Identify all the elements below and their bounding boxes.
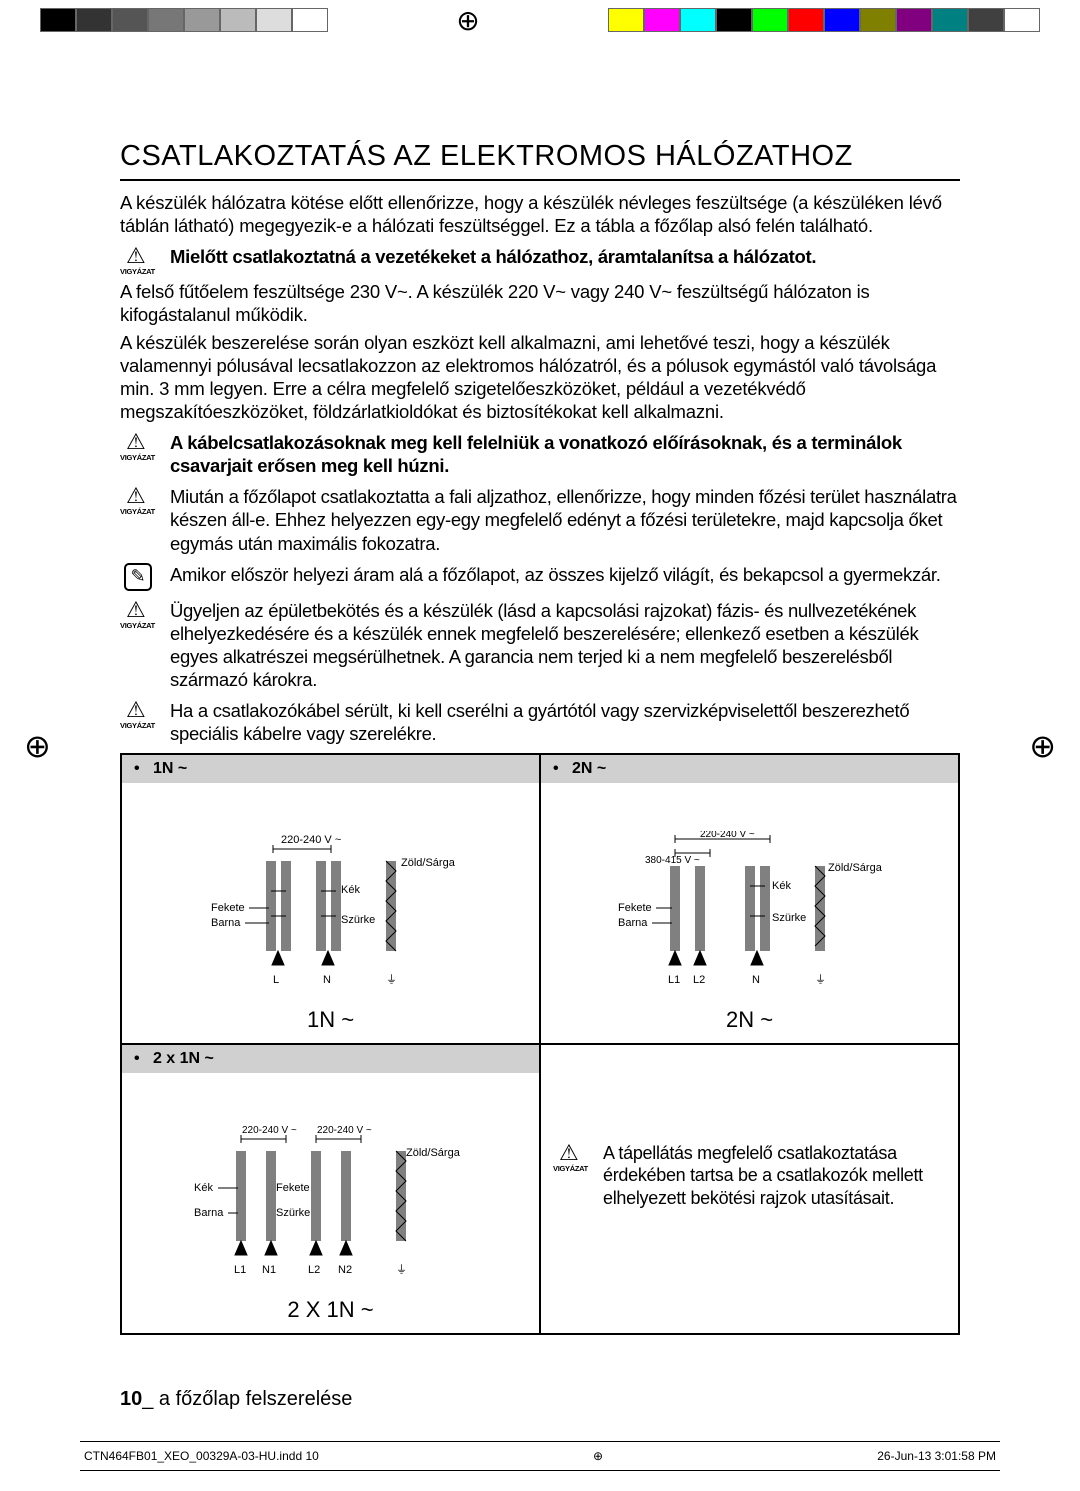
warning-2: ⚠VIGYÁZAT A kábelcsatlakozásoknak meg ke… <box>120 431 960 477</box>
warning-2-text: A kábelcsatlakozásoknak meg kell felelni… <box>170 431 960 477</box>
wiring-2n-svg: 220-240 V ~ 380-415 V ~ <box>600 831 900 1001</box>
note-1: ✎ Amikor először helyezi áram alá a főző… <box>120 563 960 591</box>
diagram-2-header: • 2N ~ <box>541 755 958 783</box>
para-3: A készülék beszerelése során olyan eszkö… <box>120 331 960 424</box>
svg-text:220-240 V ~: 220-240 V ~ <box>242 1125 297 1136</box>
para-2: A felső fűtőelem feszültsége 230 V~. A k… <box>120 280 960 326</box>
svg-text:Szürke: Szürke <box>341 914 375 926</box>
registration-mark-right: ⊕ <box>1029 727 1056 765</box>
diagram-3-header: • 2 x 1N ~ <box>122 1045 539 1073</box>
svg-text:Zöld/Sárga: Zöld/Sárga <box>828 862 883 874</box>
diagram-1-header: • 1N ~ <box>122 755 539 783</box>
svg-text:Fekete: Fekete <box>211 902 245 914</box>
svg-text:220-240 V ~: 220-240 V ~ <box>317 1125 372 1136</box>
svg-text:L2: L2 <box>308 1264 320 1276</box>
page-footer: 10_ a főzőlap felszerelése <box>120 1388 352 1411</box>
warning-icon: ⚠VIGYÁZAT <box>553 1142 603 1173</box>
note-1-text: Amikor először helyezi áram alá a főzőla… <box>170 563 960 586</box>
grid-note-text: A tápellátás megfelelő csatlakoztatása é… <box>603 1142 946 1210</box>
svg-text:220-240 V ~: 220-240 V ~ <box>281 834 341 846</box>
svg-text:N1: N1 <box>262 1264 276 1276</box>
svg-text:L2: L2 <box>693 974 705 986</box>
diagram-2n: 220-240 V ~ 380-415 V ~ <box>541 783 958 1043</box>
svg-text:⏚: ⏚ <box>396 1263 407 1276</box>
svg-text:Zöld/Sárga: Zöld/Sárga <box>401 857 456 869</box>
print-meta-bar: CTN464FB01_XEO_00329A-03-HU.indd 10 ⊕ 26… <box>80 1441 1000 1471</box>
swatches-right <box>608 8 1040 32</box>
svg-text:Fekete: Fekete <box>276 1182 310 1194</box>
warning-icon: ⚠VIGYÁZAT <box>120 431 170 462</box>
meta-filename: CTN464FB01_XEO_00329A-03-HU.indd 10 <box>84 1449 319 1463</box>
svg-text:380-415 V ~: 380-415 V ~ <box>645 855 700 866</box>
warning-1-text: Mielőtt csatlakoztatná a vezetékeket a h… <box>170 245 960 268</box>
swatches-left <box>40 8 328 32</box>
diagram-2-caption: 2N ~ <box>726 1007 773 1033</box>
page-number: 10 <box>120 1388 142 1410</box>
warning-icon: ⚠VIGYÁZAT <box>120 485 170 516</box>
svg-text:L1: L1 <box>234 1264 246 1276</box>
warning-3: ⚠VIGYÁZAT Miután a főzőlapot csatlakozta… <box>120 485 960 554</box>
diagram-3-caption: 2 X 1N ~ <box>287 1297 373 1323</box>
warning-1: ⚠VIGYÁZAT Mielőtt csatlakoztatná a vezet… <box>120 245 960 276</box>
page-content: CSATLAKOZTATÁS AZ ELEKTROMOS HÁLÓZATHOZ … <box>120 140 960 1335</box>
svg-text:Kék: Kék <box>194 1182 213 1194</box>
registration-mark-top: ⊕ <box>456 4 479 37</box>
svg-text:L1: L1 <box>668 974 680 986</box>
diagram-1n: 220-240 V ~ <box>122 783 539 1043</box>
warning-icon: ⚠VIGYÁZAT <box>120 599 170 630</box>
svg-text:L: L <box>273 974 279 986</box>
svg-text:N: N <box>323 974 331 986</box>
wiring-2x1n-svg: 220-240 V ~ 220-240 V ~ <box>176 1121 486 1291</box>
svg-text:N: N <box>752 974 760 986</box>
svg-text:Szürke: Szürke <box>276 1207 310 1219</box>
svg-text:⏚: ⏚ <box>386 973 397 986</box>
wiring-1n-svg: 220-240 V ~ <box>191 831 471 1001</box>
registration-mark-left: ⊕ <box>24 727 51 765</box>
svg-text:Kék: Kék <box>772 880 791 892</box>
registration-mark-bottom: ⊕ <box>593 1449 603 1463</box>
svg-text:Barna: Barna <box>211 917 241 929</box>
warning-icon: ⚠VIGYÁZAT <box>120 699 170 730</box>
svg-text:Kék: Kék <box>341 884 360 896</box>
svg-text:⏚: ⏚ <box>815 973 826 986</box>
warning-5-text: Ha a csatlakozókábel sérült, ki kell cse… <box>170 699 960 745</box>
svg-text:Barna: Barna <box>194 1207 224 1219</box>
page-title: CSATLAKOZTATÁS AZ ELEKTROMOS HÁLÓZATHOZ <box>120 140 960 181</box>
diagram-2x1n: 220-240 V ~ 220-240 V ~ <box>122 1073 539 1333</box>
wiring-diagram-grid: • 1N ~ 220-240 V ~ <box>120 753 960 1335</box>
diagram-1-caption: 1N ~ <box>307 1007 354 1033</box>
section-name: a főzőlap felszerelése <box>153 1388 352 1410</box>
svg-text:Szürke: Szürke <box>772 912 806 924</box>
svg-text:Zöld/Sárga: Zöld/Sárga <box>406 1147 461 1159</box>
svg-text:Fekete: Fekete <box>618 902 652 914</box>
svg-text:Barna: Barna <box>618 917 648 929</box>
warning-3-text: Miután a főzőlapot csatlakoztatta a fali… <box>170 485 960 554</box>
warning-5: ⚠VIGYÁZAT Ha a csatlakozókábel sérült, k… <box>120 699 960 745</box>
meta-timestamp: 26-Jun-13 3:01:58 PM <box>877 1449 996 1463</box>
diagram-note-cell: ⚠VIGYÁZAT A tápellátás megfelelő csatlak… <box>541 1045 958 1305</box>
print-calibration-bar: ⊕ <box>40 0 1040 40</box>
svg-text:N2: N2 <box>338 1264 352 1276</box>
warning-icon: ⚠VIGYÁZAT <box>120 245 170 276</box>
svg-text:220-240 V ~: 220-240 V ~ <box>700 831 755 840</box>
warning-4-text: Ügyeljen az épületbekötés és a készülék … <box>170 599 960 692</box>
note-icon: ✎ <box>120 563 170 591</box>
intro-text: A készülék hálózatra kötése előtt ellenő… <box>120 191 960 237</box>
warning-4: ⚠VIGYÁZAT Ügyeljen az épületbekötés és a… <box>120 599 960 692</box>
